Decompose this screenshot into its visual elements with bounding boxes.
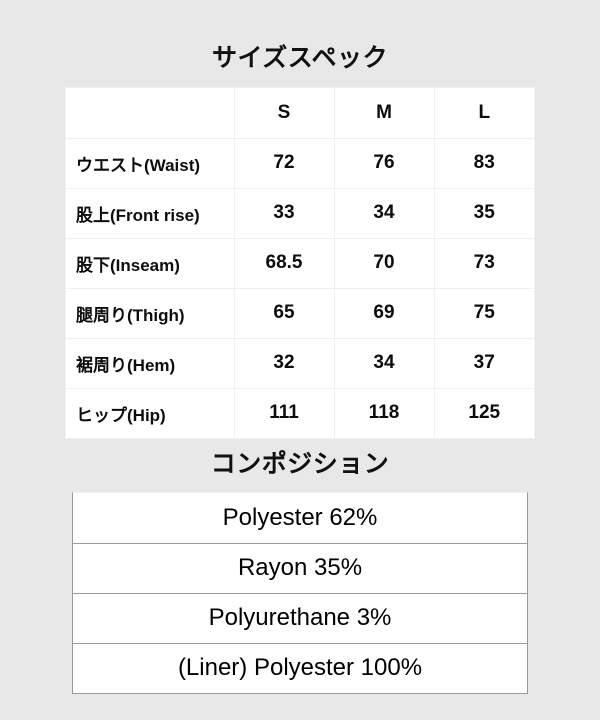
composition-table-container: Polyester 62% Rayon 35% Polyurethane 3% …	[72, 492, 528, 694]
table-row: 股下(Inseam) 68.5 70 73	[66, 237, 534, 289]
row-label: 股下(Inseam)	[66, 237, 235, 289]
composition-item: Rayon 35%	[73, 543, 527, 594]
cell-size-l: 75	[433, 287, 534, 339]
table-row: Rayon 35%	[73, 543, 527, 594]
row-label: 裾周り(Hem)	[66, 337, 235, 389]
table-row: Polyurethane 3%	[73, 593, 527, 644]
cell-size-l: 37	[433, 337, 534, 389]
table-row: (Liner) Polyester 100%	[73, 643, 527, 693]
table-row: ヒップ(Hip) 111 118 125	[66, 387, 534, 438]
size-spec-title: サイズスペック	[211, 44, 388, 72]
composition-item: Polyester 62%	[73, 493, 527, 544]
cell-size-s: 33	[233, 187, 335, 239]
row-label: 股上(Front rise)	[66, 187, 235, 239]
size-spec-table: S M L ウエスト(Waist) 72 76 83 股上(Front rise…	[66, 88, 534, 438]
table-row: Polyester 62%	[73, 493, 527, 544]
cell-size-m: 118	[333, 387, 435, 438]
table-row: ウエスト(Waist) 72 76 83	[66, 137, 534, 189]
table-header-row: S M L	[66, 88, 534, 139]
column-header-s: S	[233, 88, 335, 139]
cell-size-l: 125	[433, 387, 534, 438]
table-row: 裾周り(Hem) 32 34 37	[66, 337, 534, 389]
cell-size-m: 34	[333, 337, 435, 389]
cell-size-l: 73	[433, 237, 534, 289]
cell-size-l: 83	[433, 137, 534, 189]
row-label: ヒップ(Hip)	[66, 387, 235, 438]
cell-size-m: 69	[333, 287, 435, 339]
size-spec-table-container: S M L ウエスト(Waist) 72 76 83 股上(Front rise…	[65, 87, 535, 439]
composition-item: Polyurethane 3%	[73, 593, 527, 644]
cell-size-s: 111	[233, 387, 335, 438]
cell-size-m: 70	[333, 237, 435, 289]
composition-item: (Liner) Polyester 100%	[177, 654, 423, 682]
cell-size-m: 76	[333, 137, 435, 189]
row-label: 腿周り(Thigh)	[66, 287, 235, 339]
composition-title: コンポジション	[210, 450, 390, 478]
composition-table-body: Polyester 62% Rayon 35% Polyurethane 3% …	[73, 493, 527, 693]
size-spec-table-head: S M L	[66, 88, 534, 139]
column-header-l: L	[433, 88, 534, 139]
row-label: ウエスト(Waist)	[66, 137, 235, 189]
table-row: 股上(Front rise) 33 34 35	[66, 187, 534, 239]
cell-size-l: 35	[433, 187, 534, 239]
size-spec-table-body: ウエスト(Waist) 72 76 83 股上(Front rise) 33 3…	[66, 137, 534, 438]
cell-size-m: 34	[333, 187, 435, 239]
column-header-measurement	[66, 88, 235, 139]
composition-table: Polyester 62% Rayon 35% Polyurethane 3% …	[73, 493, 527, 693]
table-row: 腿周り(Thigh) 65 69 75	[66, 287, 534, 339]
column-header-m: M	[333, 88, 435, 139]
cell-size-s: 68.5	[233, 237, 335, 289]
cell-size-s: 72	[233, 137, 335, 189]
cell-size-s: 32	[233, 337, 335, 389]
cell-size-s: 65	[233, 287, 335, 339]
